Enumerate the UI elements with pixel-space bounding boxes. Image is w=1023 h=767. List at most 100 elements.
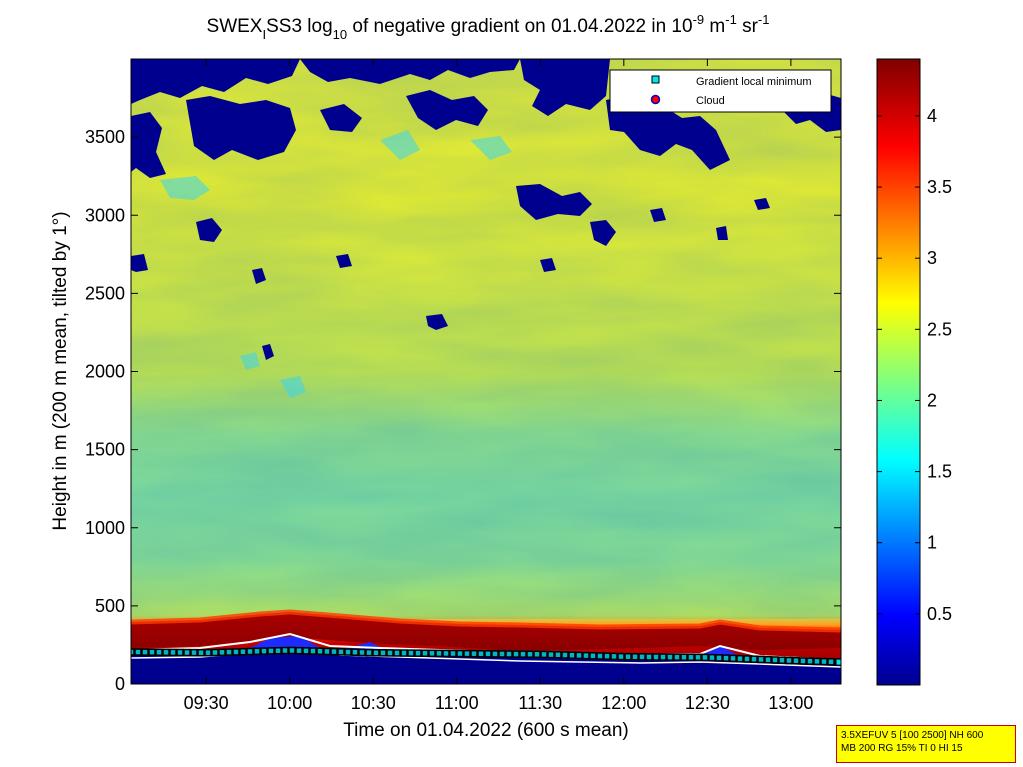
legend-marker-square (651, 75, 660, 84)
gradient-minimum-marker (267, 647, 275, 655)
gradient-minimum-marker (400, 649, 408, 657)
y-axis: 0 500 1000 1500 2000 2500 3000 3500 (85, 127, 841, 694)
gradient-minimum-marker (827, 658, 835, 666)
title-log-sub: 10 (333, 27, 347, 42)
gradient-minimum-marker (302, 647, 310, 655)
info-line-1: 3.5XEFUV 5 [100 2500] NH 600 (841, 730, 984, 741)
gradient-minimum-marker (722, 654, 730, 662)
gradient-minimum-marker (379, 649, 387, 657)
gradient-minimum-marker (596, 652, 604, 660)
gradient-minimum-marker (589, 652, 597, 660)
gradient-minimum-marker (806, 657, 814, 665)
gradient-minimum-marker (239, 647, 247, 656)
colorbar-tick-label: 1.5 (927, 462, 952, 482)
gradient-minimum-marker (673, 653, 681, 661)
title-name: SS3 log (266, 16, 333, 37)
gradient-minimum-marker (764, 655, 772, 664)
title-prefix: SWEX (207, 16, 263, 37)
gradient-minimum-marker (337, 648, 345, 656)
gradient-minimum-marker (372, 649, 380, 657)
gradient-minimum-marker (701, 653, 709, 662)
gradient-minimum-marker (386, 649, 394, 657)
colorbar-tick-label: 0.5 (927, 604, 952, 624)
x-tick-label: 12:30 (685, 693, 730, 713)
gradient-minimum-marker (813, 657, 821, 666)
title-prefix-sub: I (262, 27, 266, 42)
y-tick-label: 3000 (85, 205, 125, 225)
gradient-minimum-marker (414, 649, 422, 657)
gradient-minimum-marker (183, 648, 191, 657)
gradient-minimum-marker (421, 649, 429, 657)
x-tick-label: 09:30 (184, 693, 229, 713)
gradient-minimum-marker (131, 648, 135, 656)
gradient-minimum-marker (428, 649, 436, 658)
gradient-minimum-marker (351, 648, 359, 656)
gradient-minimum-marker-end (835, 658, 841, 666)
gradient-minimum-marker (204, 648, 212, 657)
gradient-minimum-marker (225, 648, 233, 656)
legend-label-gradient-min: Gradient local minimum (696, 76, 812, 88)
gradient-minimum-marker (141, 648, 149, 656)
gradient-minimum-marker (631, 653, 639, 661)
title-unit2: sr (737, 16, 759, 37)
y-tick-label: 2000 (85, 362, 125, 382)
gradient-minimum-marker (519, 650, 527, 658)
gradient-minimum-marker (134, 648, 142, 656)
gradient-minimum-marker (176, 648, 184, 657)
x-tick-label: 12:00 (601, 693, 646, 713)
upper-halo-regions (160, 130, 512, 398)
legend-box (609, 69, 832, 113)
gradient-minimum-marker (638, 653, 646, 661)
y-tick-label: 500 (95, 596, 125, 616)
gradient-minimum-marker (645, 653, 653, 661)
gradient-minimum-marker (715, 654, 723, 662)
gradient-minimum-marker (533, 650, 541, 659)
gradient-minimum-marker (449, 649, 457, 658)
gradient-minimum-marker (260, 647, 268, 655)
gradient-minimum-marker (211, 648, 219, 657)
colorbar-tick-label: 1 (927, 533, 937, 553)
gradient-minimum-marker (624, 652, 632, 661)
colorbar-tick-label: 2.5 (927, 319, 952, 339)
gradient-minimum-marker (365, 648, 373, 657)
gradient-minimum-marker (666, 653, 674, 661)
title-exp1: -9 (693, 12, 705, 27)
title-exp3: -1 (758, 12, 770, 27)
gradient-minimum-marker (470, 649, 478, 658)
title-exp2: -1 (725, 12, 737, 27)
gradient-minimum-marker (540, 650, 548, 659)
gradient-minimum-marker (197, 648, 205, 657)
gradient-minimum-marker (393, 649, 401, 657)
gradient-minimum-marker (736, 654, 744, 663)
gradient-minimum-marker (190, 648, 198, 657)
gradient-minimum-marker (344, 648, 352, 656)
gradient-minimum-marker (295, 646, 303, 655)
colorbar-axis: 0.5 1 1.5 2 2.5 3 3.5 4 (877, 106, 952, 624)
gradient-minimum-marker (435, 649, 443, 658)
gradient-minimum-marker (407, 649, 415, 657)
gradient-minimum-marker (757, 655, 765, 664)
y-tick-label: 2500 (85, 283, 125, 303)
gradient-minimum-marker (484, 650, 492, 658)
gradient-minimum-marker (708, 653, 716, 662)
gradient-minimum-marker (288, 646, 296, 655)
gradient-minimum-marker (820, 657, 828, 666)
y-tick-label: 0 (115, 674, 125, 694)
x-axis-label: Time on 01.04.2022 (600 s mean) (343, 720, 629, 741)
colorbar-gradient (876, 58, 921, 686)
gradient-minimum-marker (659, 653, 667, 661)
gradient-minimum-marker (309, 647, 317, 655)
gradient-minimum-marker (778, 656, 786, 664)
gradient-minimum-marker (729, 654, 737, 663)
gradient-minimum-marker (498, 650, 506, 658)
gradient-minimum-marker (442, 649, 450, 658)
legend-marker-circle (650, 94, 661, 105)
info-box: 3.5XEFUV 5 [100 2500] NH 600 MB 200 RG 1… (836, 725, 1016, 763)
gradient-minimum-marker (743, 655, 751, 663)
gradient-minimum-marker (582, 651, 590, 660)
gradient-minimum-marker (771, 656, 779, 664)
colorbar-tick-label: 2 (927, 390, 937, 410)
gradient-minimum-marker (358, 648, 366, 657)
gradient-minimum-marker (694, 653, 702, 662)
gradient-minimum-marker (253, 647, 261, 656)
